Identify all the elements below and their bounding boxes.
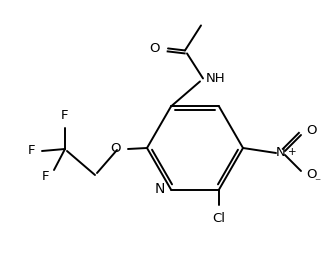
Text: O: O: [150, 42, 160, 55]
Text: ⁻: ⁻: [314, 177, 320, 190]
Text: Cl: Cl: [213, 211, 226, 225]
Text: O: O: [111, 143, 121, 155]
Text: F: F: [41, 169, 49, 182]
Text: F: F: [61, 109, 69, 122]
Text: N: N: [276, 147, 286, 159]
Text: NH: NH: [206, 72, 226, 85]
Text: F: F: [27, 144, 35, 158]
Text: N: N: [155, 182, 165, 196]
Text: O: O: [306, 125, 317, 138]
Text: O: O: [306, 168, 317, 182]
Text: +: +: [288, 147, 297, 157]
